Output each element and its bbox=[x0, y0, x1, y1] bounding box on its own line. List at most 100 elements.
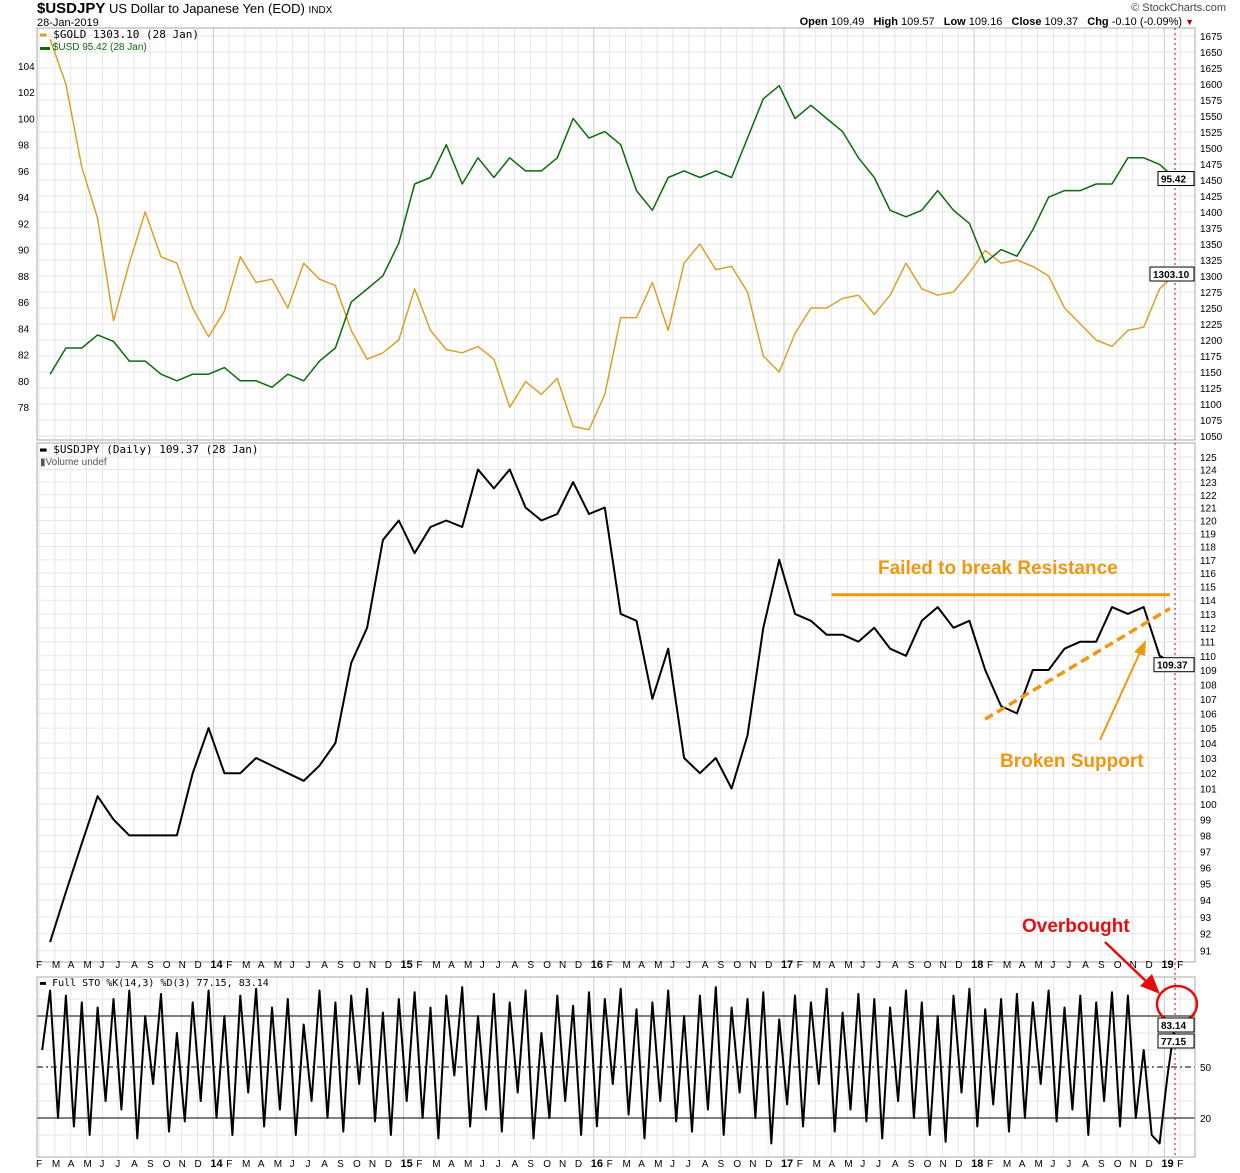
left-tick-label: 80 bbox=[18, 377, 30, 388]
x-tick-label: 15 bbox=[401, 959, 413, 971]
panel-frame bbox=[36, 976, 1196, 1158]
x-tick-label: D bbox=[195, 960, 202, 971]
ohlc-readout: Open 109.49 High 109.57 Low 109.16 Close… bbox=[794, 16, 1194, 28]
price-tick-label: 124 bbox=[1200, 465, 1217, 476]
x-tick-label: 18 bbox=[971, 959, 983, 971]
x-tick-label: A bbox=[892, 960, 899, 971]
right-tick-label: 1100 bbox=[1200, 400, 1222, 411]
right-tick-label: 1550 bbox=[1200, 112, 1223, 123]
x-tick-label: F bbox=[797, 960, 803, 971]
x-tick-label: F bbox=[987, 1159, 993, 1170]
left-tick-label: 90 bbox=[18, 246, 30, 257]
x-tick-label: D bbox=[1146, 960, 1153, 971]
x-tick-label: A bbox=[68, 960, 75, 971]
down-arrow-icon: ▼ bbox=[1185, 17, 1194, 27]
x-tick-label: O bbox=[1114, 960, 1122, 971]
x-tick-label: J bbox=[115, 960, 120, 971]
right-tick-label: 1275 bbox=[1200, 288, 1223, 299]
x-tick-label: M bbox=[84, 960, 92, 971]
panel-frame bbox=[36, 442, 1196, 963]
x-tick-label: M bbox=[274, 1159, 282, 1170]
x-tick-label: D bbox=[195, 1159, 202, 1170]
x-tick-label: N bbox=[1130, 1159, 1137, 1170]
price-tick-label: 113 bbox=[1200, 610, 1216, 621]
high-label: High bbox=[873, 16, 898, 28]
x-tick-label: M bbox=[622, 1159, 630, 1170]
left-tick-label: 78 bbox=[18, 403, 30, 414]
x-tick-label: F bbox=[416, 960, 422, 971]
x-tick-label: S bbox=[718, 960, 725, 971]
price-tick-label: 95 bbox=[1200, 880, 1212, 891]
price-tick-label: 103 bbox=[1200, 754, 1217, 765]
right-tick-label: 1575 bbox=[1200, 96, 1223, 107]
right-tick-label: 1225 bbox=[1200, 320, 1223, 331]
right-tick-label: 1125 bbox=[1200, 384, 1222, 395]
x-tick-label: N bbox=[179, 960, 186, 971]
legend-usd: ▬ $USD 95.42 (28 Jan) bbox=[40, 42, 147, 53]
x-tick-label: O bbox=[543, 960, 551, 971]
x-tick-label: M bbox=[52, 960, 60, 971]
x-tick-label: M bbox=[1035, 1159, 1043, 1170]
x-tick-label: D bbox=[575, 960, 582, 971]
price-tick-label: 119 bbox=[1200, 529, 1216, 540]
price-tick-label: 98 bbox=[1200, 831, 1212, 842]
price-tick-label: 97 bbox=[1200, 847, 1212, 858]
left-tick-label: 94 bbox=[18, 193, 30, 204]
x-tick-label: A bbox=[702, 960, 709, 971]
x-tick-label: D bbox=[385, 1159, 392, 1170]
x-tick-label: J bbox=[115, 1159, 120, 1170]
right-tick-label: 1400 bbox=[1200, 208, 1223, 219]
left-tick-label: 92 bbox=[18, 219, 30, 230]
legend-usdjpy: ▬ $USDJPY (Daily) 109.37 (28 Jan) bbox=[40, 443, 259, 456]
right-tick-label: 1475 bbox=[1200, 160, 1223, 171]
x-tick-label: F bbox=[987, 960, 993, 971]
x-tick-label: A bbox=[68, 1159, 75, 1170]
price-tick-label: 105 bbox=[1200, 724, 1217, 735]
price-tick-label: 120 bbox=[1200, 516, 1217, 527]
right-tick-label: 1350 bbox=[1200, 240, 1223, 251]
right-tick-label: 1650 bbox=[1200, 48, 1223, 59]
x-tick-label: J bbox=[480, 960, 485, 971]
x-tick-label: J bbox=[686, 960, 691, 971]
x-tick-label: F bbox=[797, 1159, 803, 1170]
overbought-annotation: Overbought bbox=[1022, 916, 1130, 937]
x-tick-label: S bbox=[337, 960, 344, 971]
x-tick-label: S bbox=[527, 1159, 534, 1170]
left-tick-label: 84 bbox=[18, 324, 30, 335]
price-tick-label: 107 bbox=[1200, 695, 1217, 706]
gold-value-tag-box bbox=[1149, 266, 1195, 282]
x-tick-label: 17 bbox=[781, 1158, 793, 1170]
chart-title: $USDJPY US Dollar to Japanese Yen (EOD) … bbox=[37, 1, 332, 19]
x-tick-label: D bbox=[955, 960, 962, 971]
price-tick-label: 94 bbox=[1200, 896, 1212, 907]
x-tick-label: M bbox=[52, 1159, 60, 1170]
price-tick-label: 91 bbox=[1200, 947, 1212, 958]
right-tick-label: 1175 bbox=[1200, 352, 1222, 363]
price-tick-label: 101 bbox=[1200, 785, 1217, 796]
price-tick-label: 125 bbox=[1200, 453, 1217, 464]
x-tick-label: S bbox=[1098, 960, 1105, 971]
legend-gold: ▬ $GOLD 1303.10 (28 Jan) bbox=[40, 28, 199, 41]
price-tick-label: 106 bbox=[1200, 709, 1217, 720]
x-tick-label: 14 bbox=[210, 1158, 223, 1170]
x-tick-label: M bbox=[654, 1159, 662, 1170]
gold-value-tag: 1303.10 bbox=[1153, 270, 1190, 281]
x-tick-label: D bbox=[1146, 1159, 1153, 1170]
panel-frame bbox=[36, 27, 1196, 441]
x-tick-label: 19 bbox=[1161, 959, 1173, 971]
x-tick-label: 16 bbox=[591, 959, 603, 971]
x-tick-label: J bbox=[670, 960, 675, 971]
right-tick-label: 1050 bbox=[1200, 432, 1223, 443]
price-tick-label: 96 bbox=[1200, 863, 1212, 874]
x-tick-label: O bbox=[733, 960, 741, 971]
left-tick-label: 86 bbox=[18, 298, 30, 309]
x-tick-label: O bbox=[924, 960, 932, 971]
x-tick-label: A bbox=[131, 1159, 138, 1170]
x-tick-label: 16 bbox=[591, 1158, 603, 1170]
x-tick-label: J bbox=[99, 1159, 104, 1170]
chg-value: -0.10 (-0.09%) bbox=[1111, 16, 1183, 28]
x-tick-label: A bbox=[448, 1159, 455, 1170]
brand: © StockCharts.com bbox=[1131, 2, 1226, 14]
right-tick-label: 1200 bbox=[1200, 336, 1223, 347]
left-tick-label: 104 bbox=[18, 62, 35, 73]
